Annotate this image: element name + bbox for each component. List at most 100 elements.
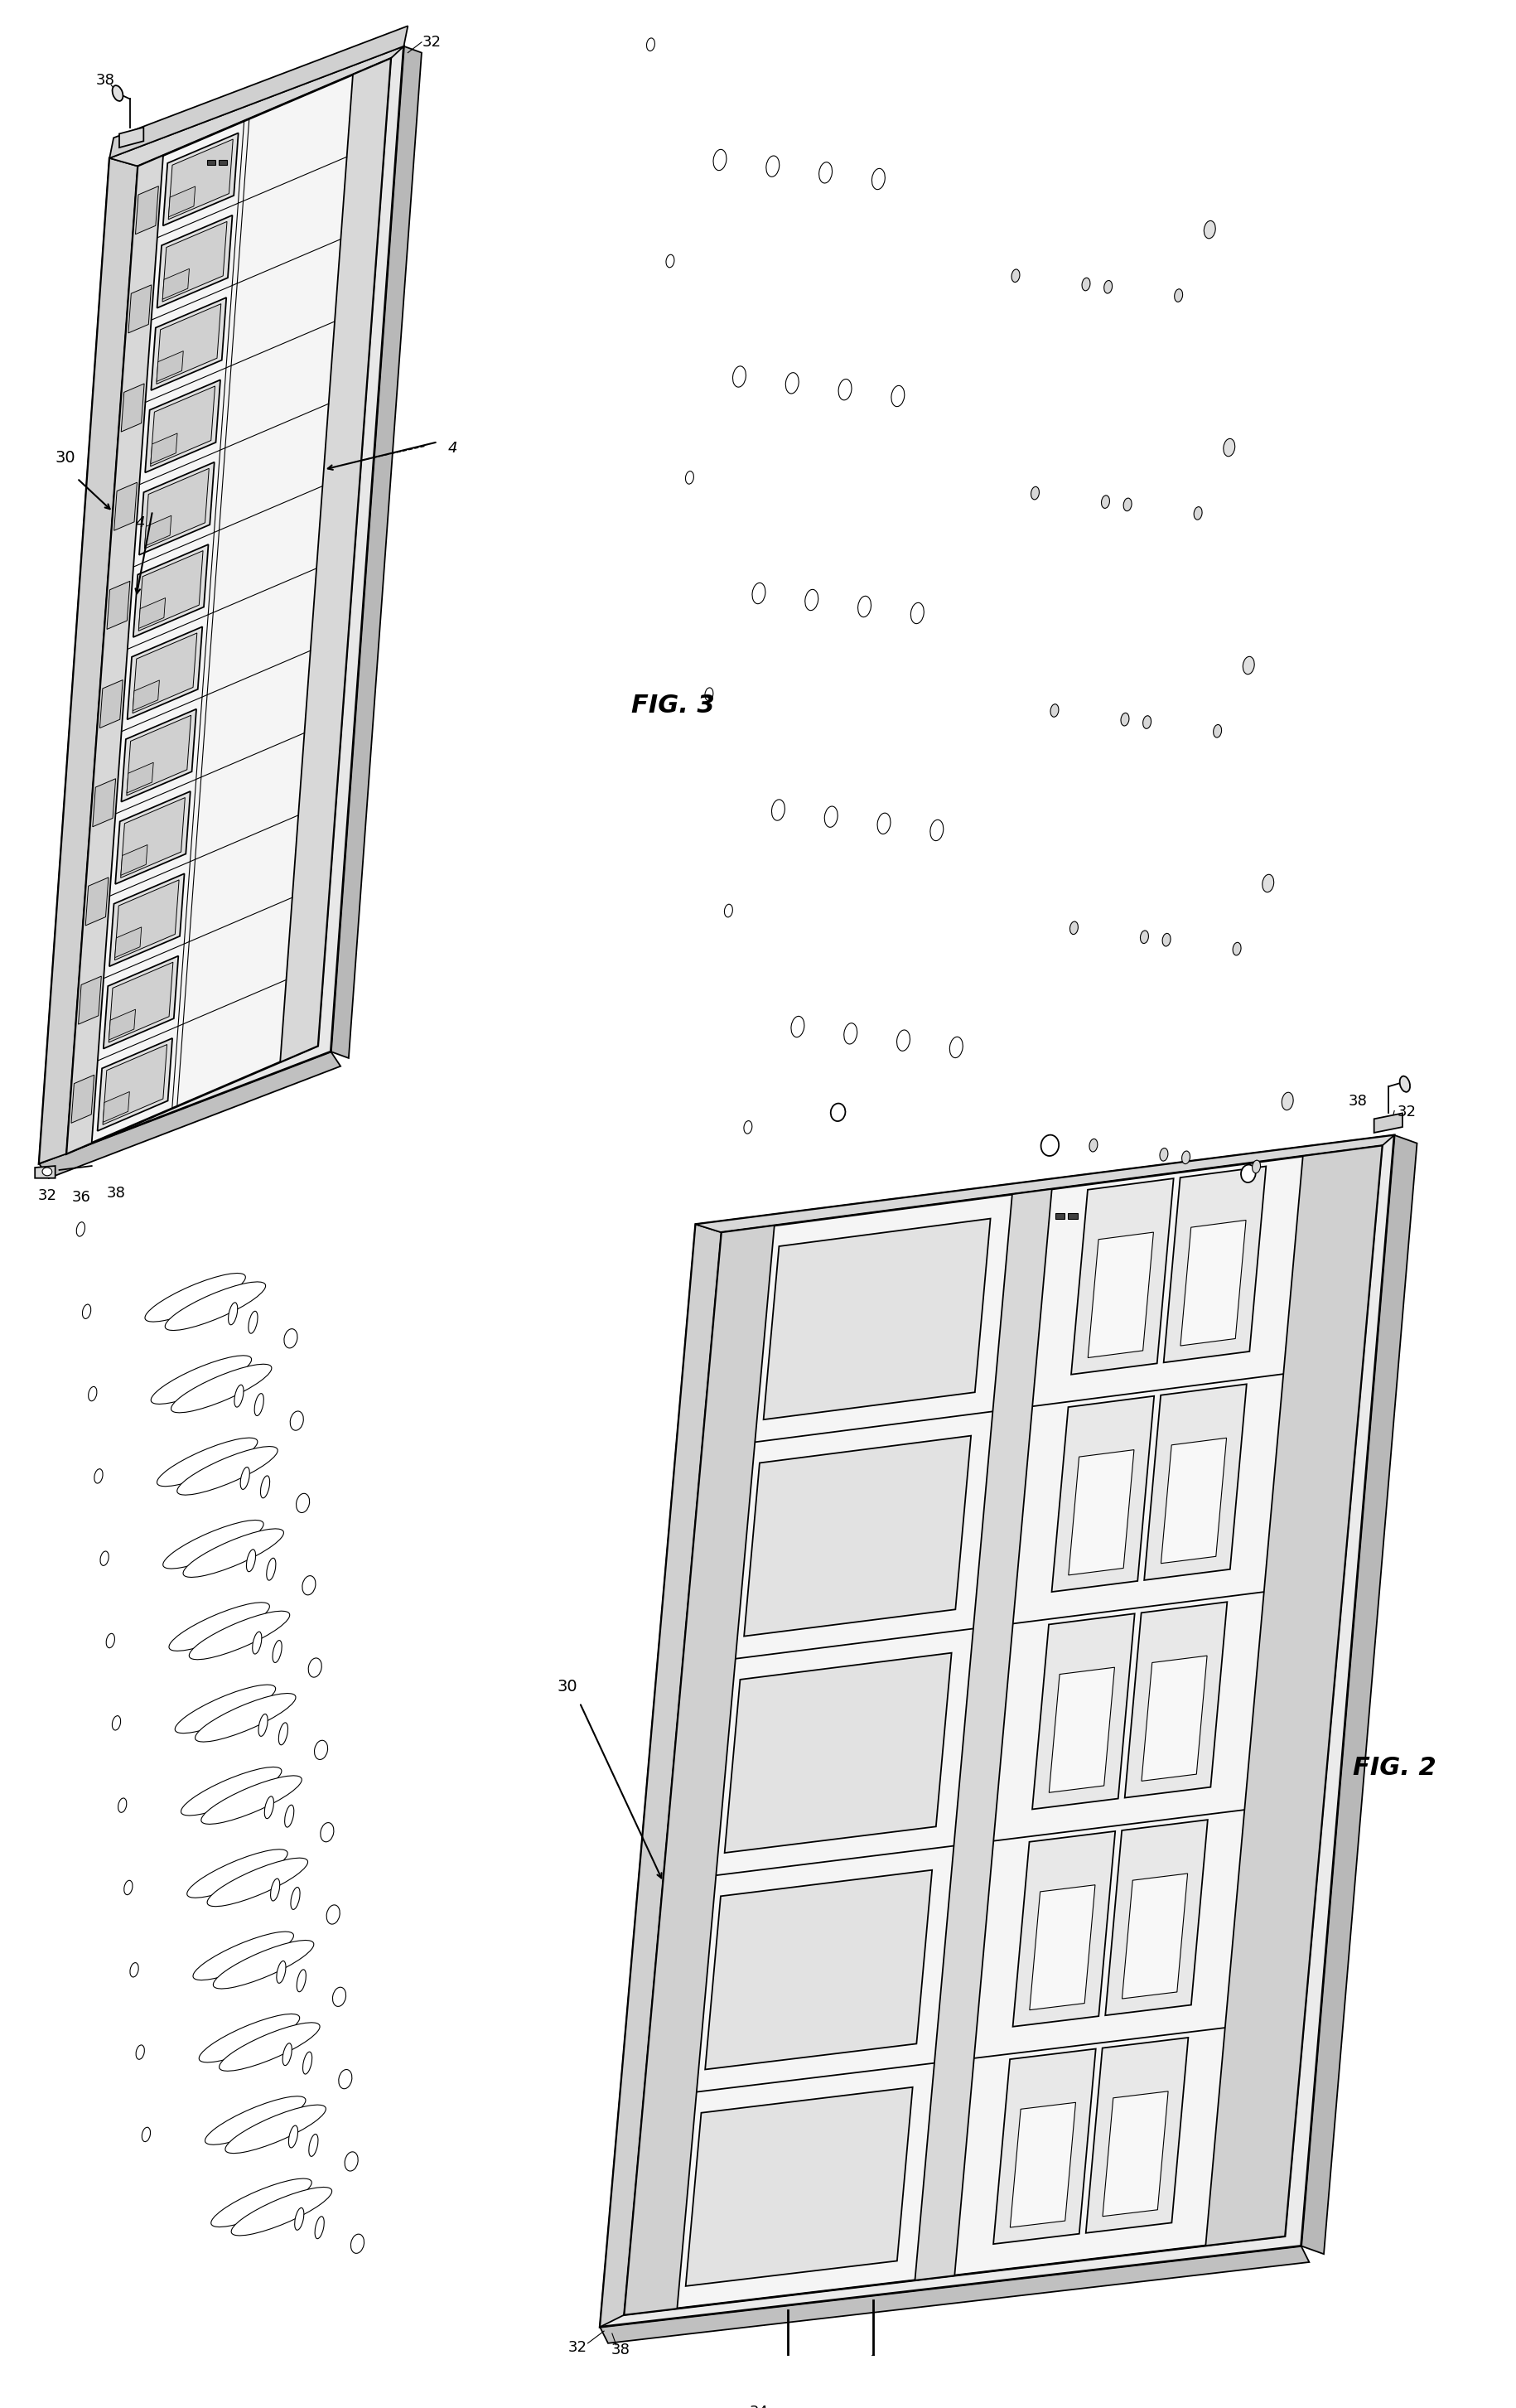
Polygon shape	[914, 1190, 1051, 2280]
Polygon shape	[97, 1038, 173, 1132]
Ellipse shape	[94, 1469, 103, 1483]
Polygon shape	[1067, 1450, 1134, 1575]
Polygon shape	[158, 214, 232, 308]
Polygon shape	[120, 128, 144, 147]
Ellipse shape	[264, 1796, 273, 1818]
Text: 38: 38	[96, 72, 115, 87]
Ellipse shape	[1399, 1076, 1410, 1091]
Ellipse shape	[666, 255, 675, 267]
Ellipse shape	[283, 1329, 297, 1348]
Ellipse shape	[819, 161, 832, 183]
Ellipse shape	[725, 905, 732, 917]
Ellipse shape	[1223, 438, 1234, 458]
Ellipse shape	[124, 1881, 132, 1895]
Ellipse shape	[1081, 277, 1090, 291]
Polygon shape	[1142, 1657, 1207, 1782]
Ellipse shape	[261, 1476, 270, 1498]
Polygon shape	[146, 380, 220, 472]
Ellipse shape	[156, 1438, 258, 1486]
Polygon shape	[1013, 1830, 1114, 2028]
Ellipse shape	[162, 1519, 264, 1568]
Polygon shape	[1051, 1397, 1154, 1592]
Polygon shape	[67, 157, 164, 1153]
Polygon shape	[600, 2247, 1308, 2343]
Ellipse shape	[249, 1312, 258, 1334]
Ellipse shape	[171, 1365, 271, 1413]
Ellipse shape	[118, 1799, 126, 1813]
Polygon shape	[127, 763, 153, 792]
Ellipse shape	[685, 472, 693, 484]
Ellipse shape	[202, 1775, 302, 1825]
Ellipse shape	[1088, 1139, 1098, 1151]
Polygon shape	[744, 1435, 970, 1635]
Polygon shape	[115, 927, 141, 958]
Polygon shape	[162, 132, 238, 226]
Ellipse shape	[165, 1281, 265, 1329]
Ellipse shape	[1213, 725, 1220, 737]
Ellipse shape	[309, 2133, 318, 2158]
Polygon shape	[67, 58, 391, 1153]
Text: 30: 30	[556, 1678, 578, 1695]
Ellipse shape	[766, 157, 779, 176]
Polygon shape	[1105, 1820, 1207, 2015]
Ellipse shape	[282, 2044, 291, 2066]
Ellipse shape	[791, 1016, 803, 1038]
Polygon shape	[71, 1074, 94, 1122]
Ellipse shape	[1101, 496, 1110, 508]
Polygon shape	[121, 708, 196, 802]
Polygon shape	[685, 2088, 913, 2285]
Text: 4: 4	[447, 441, 456, 455]
Ellipse shape	[255, 1394, 264, 1416]
Text: 38: 38	[611, 2343, 629, 2357]
Text: 34: 34	[749, 2406, 769, 2408]
Ellipse shape	[106, 1633, 115, 1647]
Polygon shape	[280, 58, 391, 1062]
Ellipse shape	[1204, 222, 1214, 238]
Polygon shape	[1070, 1178, 1173, 1375]
Ellipse shape	[843, 2379, 854, 2398]
Ellipse shape	[772, 799, 784, 821]
Polygon shape	[138, 597, 165, 628]
Ellipse shape	[1142, 715, 1151, 730]
Polygon shape	[330, 46, 421, 1057]
Ellipse shape	[1161, 934, 1170, 946]
Polygon shape	[106, 580, 130, 628]
Polygon shape	[79, 975, 102, 1023]
Polygon shape	[168, 140, 233, 219]
Polygon shape	[162, 222, 227, 301]
Polygon shape	[1085, 2037, 1187, 2232]
Polygon shape	[129, 284, 152, 332]
Ellipse shape	[180, 1767, 282, 1816]
Polygon shape	[1125, 1601, 1226, 1799]
Ellipse shape	[193, 1931, 294, 1979]
Ellipse shape	[196, 1693, 296, 1741]
Ellipse shape	[279, 1722, 288, 1746]
Polygon shape	[121, 797, 185, 879]
Polygon shape	[1010, 2102, 1075, 2227]
Text: 32: 32	[1396, 1105, 1416, 1120]
Text: 38: 38	[1348, 1093, 1366, 1108]
Polygon shape	[144, 470, 209, 549]
Bar	[208, 159, 215, 164]
Polygon shape	[39, 46, 403, 1163]
Ellipse shape	[288, 2126, 297, 2148]
Ellipse shape	[267, 1558, 276, 1580]
Ellipse shape	[186, 1849, 288, 1898]
Bar	[1055, 1214, 1064, 1218]
Text: 30: 30	[55, 450, 76, 467]
Text: 32: 32	[38, 1190, 56, 1204]
Ellipse shape	[1040, 1134, 1058, 1156]
Ellipse shape	[320, 1823, 334, 1842]
Polygon shape	[696, 1134, 1393, 1233]
Ellipse shape	[252, 1633, 262, 1654]
Ellipse shape	[302, 1575, 315, 1594]
Polygon shape	[152, 299, 226, 390]
Ellipse shape	[240, 1466, 250, 1491]
Ellipse shape	[805, 590, 817, 609]
Polygon shape	[725, 1652, 951, 1852]
Ellipse shape	[208, 1859, 308, 1907]
Polygon shape	[1301, 1134, 1416, 2254]
Polygon shape	[1122, 1873, 1187, 1999]
Ellipse shape	[214, 1941, 314, 1989]
Ellipse shape	[1120, 713, 1128, 725]
